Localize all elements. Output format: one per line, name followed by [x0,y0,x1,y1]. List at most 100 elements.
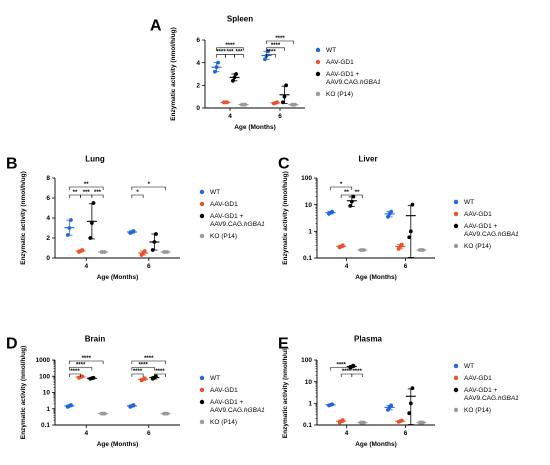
legend-marker [453,375,459,381]
data-point [80,248,85,252]
data-point [150,248,155,252]
significance-label: **** [225,43,235,49]
y-axis-label: Enzymatic activity (nmol/h/ug) [20,171,27,265]
legend-label: KO (P14) [464,243,491,250]
legend-label: WT [464,363,474,370]
data-point [263,57,267,62]
significance-label: **** [82,356,92,362]
y-tick-label: 100 [39,373,50,380]
x-tick-label: 4 [345,430,349,437]
x-tick-label: 6 [278,113,282,120]
y-tick-label: 4 [196,60,200,67]
significance-bracket [266,40,294,44]
panel-label: D [6,335,18,352]
legend-marker [453,387,459,393]
significance-label: **** [342,369,352,375]
data-point [389,403,394,408]
legend-label: KO (P14) [210,233,237,240]
data-point [152,240,157,244]
legend-label: AAV-GD1 [326,59,354,66]
data-point [421,420,425,425]
significance-bracket [266,54,276,58]
data-point [89,221,94,225]
data-point [131,229,136,233]
x-axis-label: Age (Months) [234,124,276,131]
data-point [281,100,285,105]
legend-label: WT [210,375,220,382]
data-point [399,242,404,247]
legend-marker [315,59,321,65]
significance-label: * [340,182,343,188]
legend-marker [199,419,205,425]
legend: WT AAV-GD1 AAV-GD1 +AAV9.CAG.hGBA1 KO (P14) [315,47,381,98]
data-point [330,209,335,214]
panel-title: Plasma [354,335,383,344]
y-tick-label: 6 [196,37,200,44]
x-tick-label: 6 [147,430,151,437]
data-point [330,402,335,407]
significance-bracket [69,186,104,190]
data-point [362,248,366,252]
data-point [407,411,412,416]
data-point [282,94,287,99]
significance-label: **** [271,43,281,49]
y-tick-label: 0.1 [41,422,50,429]
panel-title: Spleen [227,15,253,24]
significance-label: ** [84,182,89,188]
legend-label: AAV-GD1 + [210,213,244,220]
y-tick-label: 0 [196,105,200,112]
x-axis-label: Age (Months) [97,441,139,448]
significance-label: **** [144,356,154,362]
legend-label: KO (P14) [210,419,237,426]
significance-bracket [154,373,166,377]
significance-bracket [131,367,155,371]
data-point [154,232,158,236]
panel-b: B Lung 0 2 4 6 8 4 6 Age (Months) Enzymatic activi… [6,155,265,281]
legend-label: AAV9.CAG.hGBA1 [326,79,381,86]
significance-label: * [136,190,139,196]
y-tick-label: 10 [305,202,313,209]
x-tick-label: 4 [84,430,88,437]
y-tick-label: 2 [46,235,50,242]
data-point [275,100,279,105]
data-point [266,49,270,54]
x-tick-label: 6 [147,263,151,270]
legend-marker [315,91,321,97]
significance-bracket [330,186,353,190]
data-point [88,236,93,240]
data-point [243,102,248,107]
legend-label: KO (P14) [326,91,353,98]
y-tick-label: 0.1 [303,422,312,429]
y-tick-label: 1 [308,401,312,408]
legend-label: AAV9.CAG.hGBA1 [210,221,265,228]
significance-bracket [351,194,363,198]
data-point [102,250,107,254]
data-point [80,374,85,379]
x-tick-label: 6 [404,430,408,437]
panel-c: C Liver 0.1 1 10 100 4 6 Age (Months) Enzymatic a… [278,155,519,281]
legend-label: AAV9.CAG.hGBA1 [464,231,519,238]
legend-marker [453,211,459,217]
y-tick-label: 8 [46,175,50,182]
x-tick-label: 4 [228,113,232,120]
data-point [231,78,235,83]
panel-title: Lung [85,155,105,164]
data-point [154,374,158,379]
x-tick-label: 4 [84,263,88,270]
panel-label: B [6,155,18,172]
data-point [349,199,354,204]
significance-label: *** [94,190,102,196]
data-point [216,60,221,65]
data-point [362,420,366,425]
data-point [348,203,353,208]
panel-label: C [278,155,290,172]
legend-marker [453,199,459,205]
data-point [142,249,147,253]
y-tick-label: 4 [46,215,50,222]
x-axis-label: Age (Months) [355,441,397,448]
significance-bracket [69,367,93,371]
y-tick-label: 0 [46,255,50,262]
legend: WT AAV-GD1 AAV-GD1 +AAV9.CAG.hGBA1 KO (P14) [453,199,519,250]
